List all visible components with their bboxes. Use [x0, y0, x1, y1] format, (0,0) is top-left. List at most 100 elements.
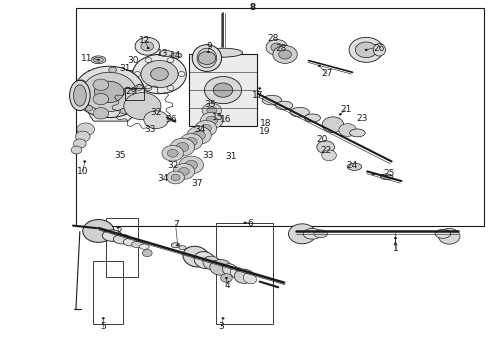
Text: 19: 19: [259, 127, 270, 136]
Circle shape: [83, 160, 86, 162]
Circle shape: [77, 123, 95, 136]
Ellipse shape: [275, 101, 293, 110]
Ellipse shape: [435, 229, 451, 238]
Circle shape: [162, 145, 183, 161]
Circle shape: [339, 113, 342, 116]
Text: 28: 28: [275, 44, 286, 53]
Text: 21: 21: [340, 105, 351, 114]
Text: 10: 10: [77, 167, 89, 176]
Ellipse shape: [303, 229, 322, 239]
Circle shape: [322, 117, 343, 132]
Ellipse shape: [102, 230, 122, 241]
Text: 8: 8: [249, 3, 255, 12]
Ellipse shape: [197, 48, 217, 68]
Text: 34: 34: [157, 174, 169, 183]
Circle shape: [289, 224, 316, 244]
Circle shape: [279, 50, 292, 59]
Ellipse shape: [74, 85, 86, 106]
Text: 16: 16: [220, 115, 232, 124]
Circle shape: [365, 49, 368, 51]
Text: 11: 11: [81, 54, 93, 63]
Circle shape: [95, 81, 124, 103]
Circle shape: [185, 160, 197, 170]
Circle shape: [83, 220, 114, 242]
Circle shape: [124, 93, 161, 120]
Text: 28: 28: [268, 34, 279, 43]
Circle shape: [144, 111, 168, 129]
Circle shape: [206, 116, 218, 125]
Circle shape: [213, 83, 233, 97]
Circle shape: [200, 112, 223, 129]
Circle shape: [198, 51, 216, 64]
Bar: [93, 261, 123, 324]
Circle shape: [85, 105, 93, 111]
Circle shape: [141, 42, 154, 51]
Circle shape: [244, 222, 246, 224]
Circle shape: [355, 42, 377, 58]
Circle shape: [193, 131, 205, 140]
Polygon shape: [89, 71, 133, 121]
Text: 30: 30: [127, 56, 139, 65]
Text: 27: 27: [321, 69, 333, 78]
Circle shape: [271, 43, 283, 51]
Circle shape: [439, 229, 460, 244]
Circle shape: [147, 47, 150, 49]
Circle shape: [371, 173, 374, 175]
Circle shape: [135, 85, 143, 90]
Circle shape: [317, 141, 334, 154]
Circle shape: [176, 143, 189, 152]
Bar: [189, 54, 257, 126]
Circle shape: [135, 37, 159, 55]
Ellipse shape: [381, 174, 393, 180]
Ellipse shape: [131, 241, 144, 248]
Circle shape: [109, 67, 117, 73]
Ellipse shape: [192, 45, 221, 71]
Ellipse shape: [290, 107, 309, 117]
Ellipse shape: [373, 44, 386, 56]
Circle shape: [151, 68, 168, 81]
Circle shape: [207, 107, 217, 114]
Circle shape: [180, 134, 202, 150]
Bar: [216, 223, 273, 324]
Circle shape: [178, 167, 189, 175]
Ellipse shape: [70, 80, 90, 111]
Text: 17: 17: [252, 91, 264, 100]
Circle shape: [220, 274, 232, 282]
Ellipse shape: [304, 114, 320, 122]
Circle shape: [167, 171, 184, 184]
Text: 15: 15: [212, 113, 223, 122]
Circle shape: [93, 79, 109, 90]
Circle shape: [200, 124, 211, 132]
Text: 23: 23: [357, 114, 368, 123]
Circle shape: [173, 163, 195, 179]
Circle shape: [176, 244, 179, 246]
Circle shape: [207, 51, 210, 53]
Circle shape: [141, 60, 178, 87]
Text: 7: 7: [173, 220, 178, 229]
Circle shape: [120, 108, 128, 114]
Bar: [76, 8, 485, 226]
Ellipse shape: [179, 246, 186, 250]
Bar: [125, 88, 144, 100]
Circle shape: [82, 72, 136, 112]
Circle shape: [97, 59, 100, 61]
Circle shape: [204, 77, 242, 104]
Text: 24: 24: [346, 161, 357, 170]
Ellipse shape: [159, 50, 172, 57]
Text: 34: 34: [195, 125, 206, 134]
Circle shape: [133, 54, 186, 94]
Circle shape: [210, 260, 231, 275]
Bar: [106, 218, 138, 276]
Circle shape: [202, 103, 221, 118]
Text: 9: 9: [206, 42, 212, 51]
Text: 4: 4: [224, 281, 230, 290]
Text: 6: 6: [247, 219, 253, 228]
Circle shape: [195, 121, 217, 136]
Ellipse shape: [140, 244, 149, 249]
Circle shape: [71, 146, 82, 154]
Ellipse shape: [222, 264, 238, 276]
Circle shape: [318, 65, 321, 67]
Text: 18: 18: [260, 119, 271, 128]
Ellipse shape: [203, 48, 243, 57]
Ellipse shape: [203, 256, 220, 270]
